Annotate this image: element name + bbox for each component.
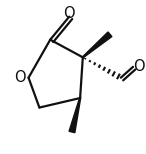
- Text: O: O: [63, 6, 75, 21]
- Text: O: O: [133, 59, 145, 74]
- Polygon shape: [69, 98, 81, 133]
- Text: O: O: [14, 70, 26, 85]
- Polygon shape: [82, 32, 112, 58]
